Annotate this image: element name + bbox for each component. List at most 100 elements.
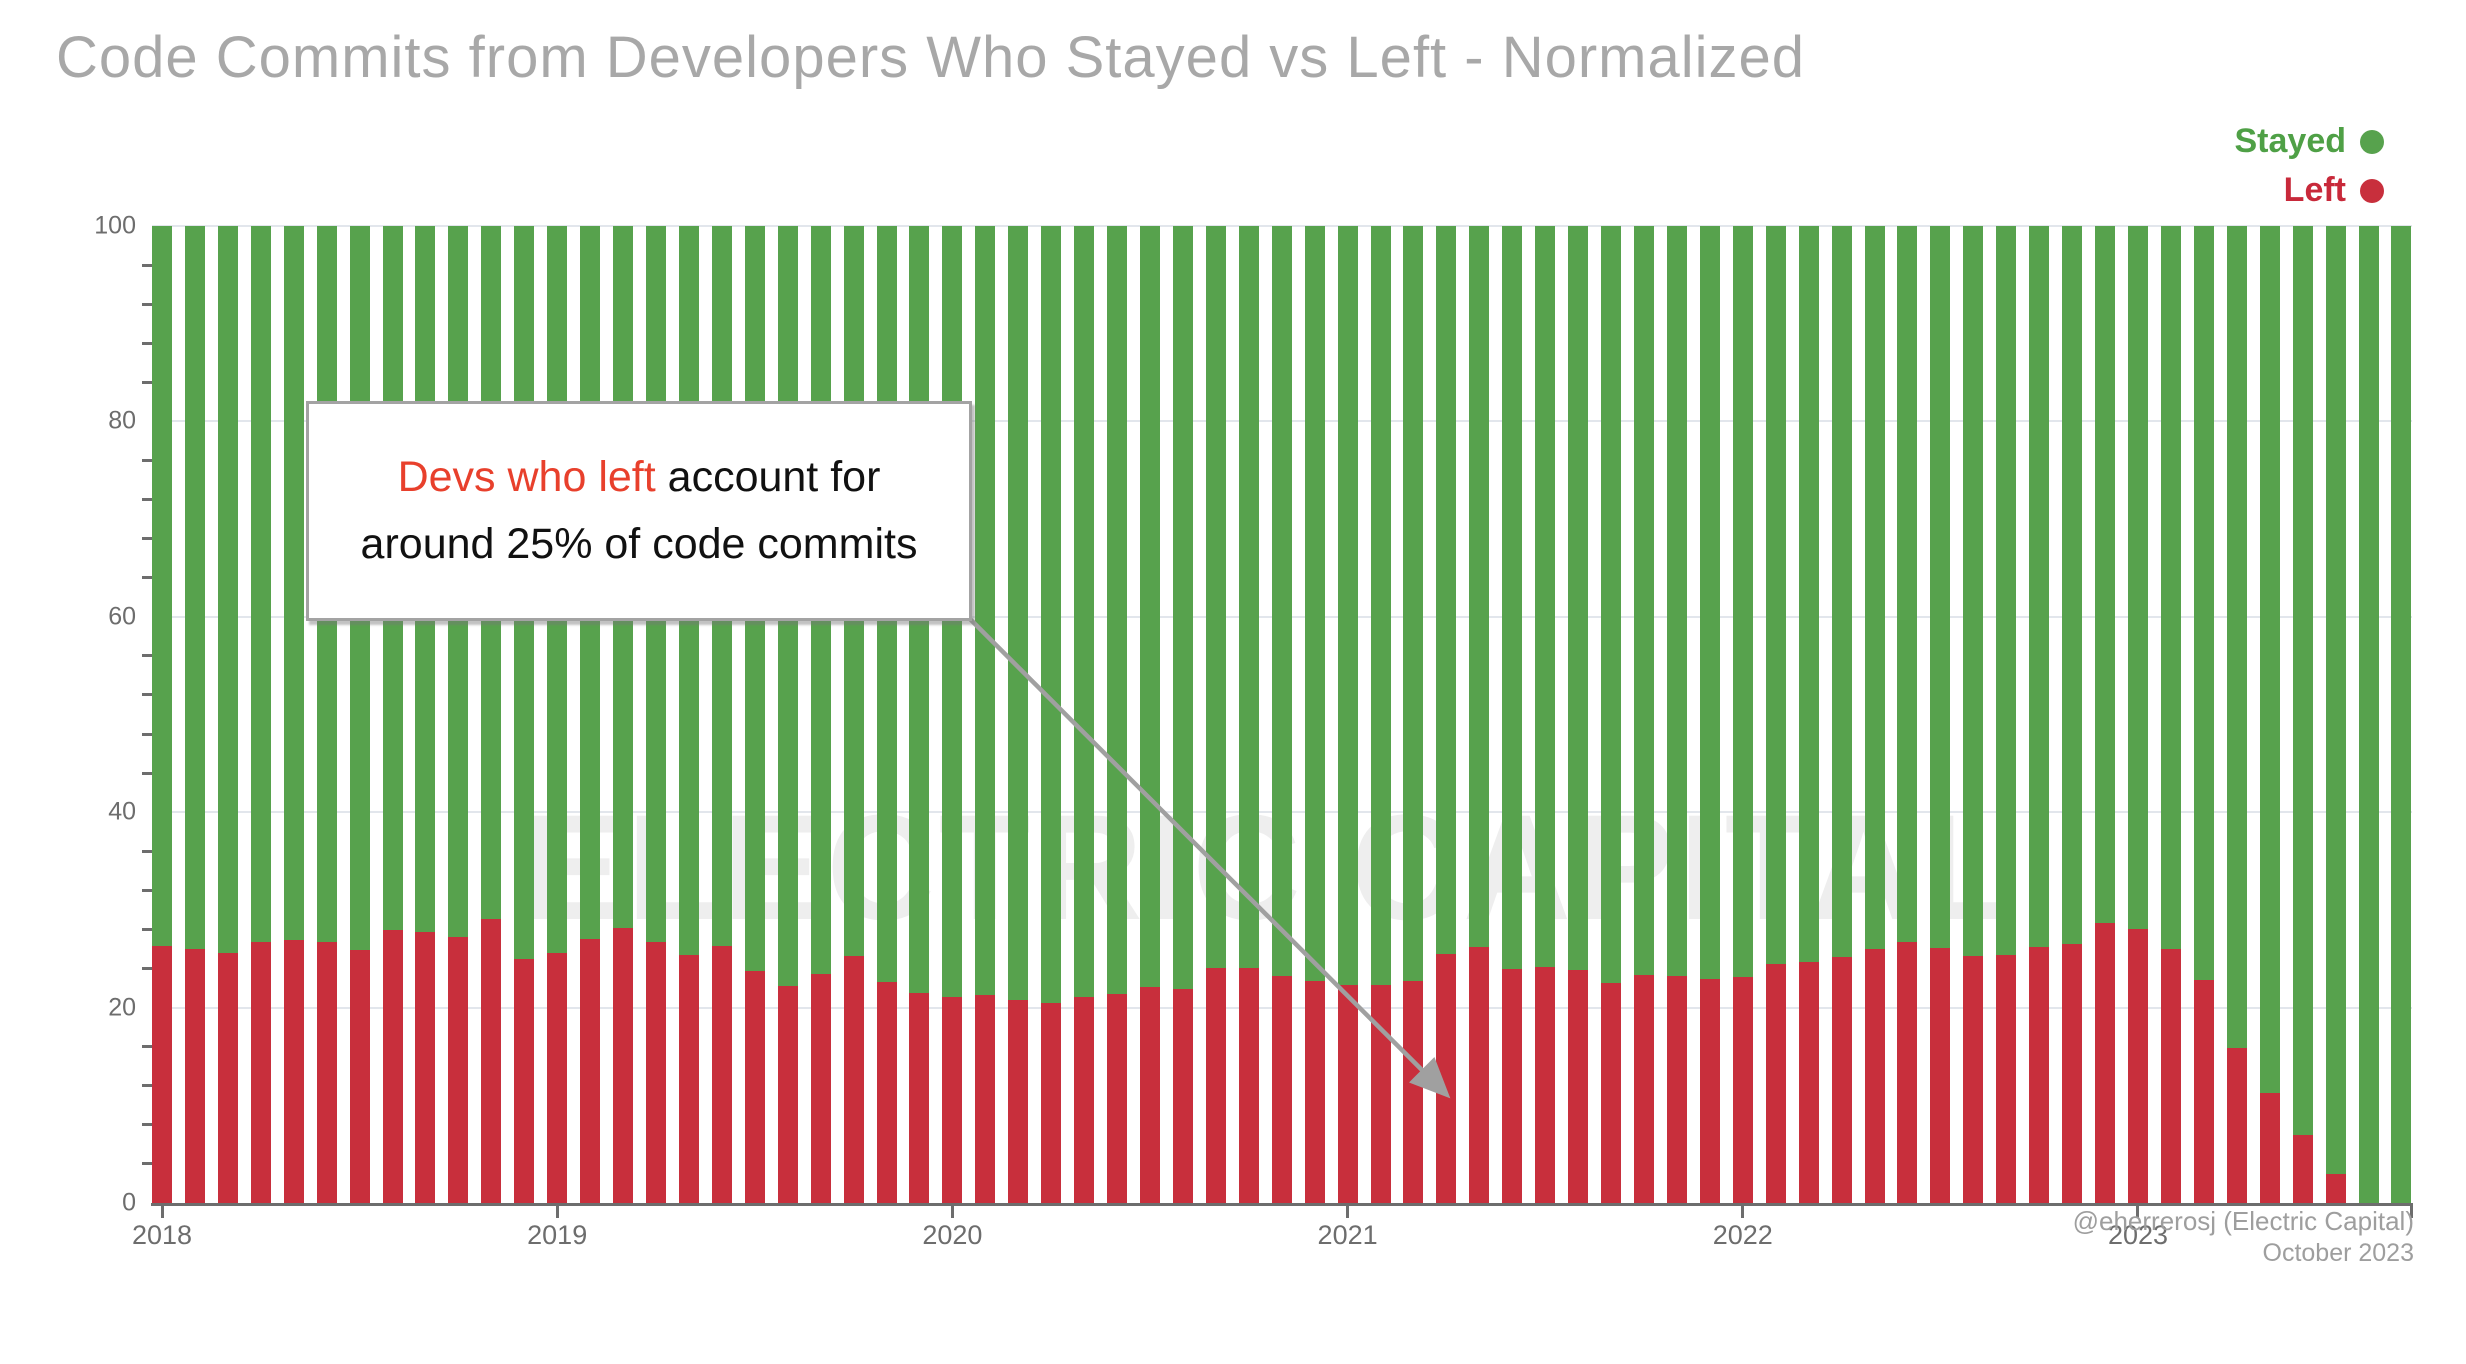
bar-segment-left [2292,1134,2313,1203]
bar-segment-left [1535,966,1556,1203]
bar-segment-stayed [2062,226,2083,945]
bar-segment-stayed [2391,226,2412,1203]
y-axis-minor-tick [142,1162,153,1166]
bar-segment-left [1601,983,1622,1203]
bar-segment-stayed [1205,226,1226,968]
stacked-bar-2019-07 [744,226,765,1203]
stacked-bar-2018-02 [184,226,205,1203]
bar-segment-left [2226,1047,2247,1203]
stacked-bar-2021-08 [1568,226,1589,1203]
bar-segment-stayed [2358,226,2379,1203]
bar-segment-left [1502,968,1523,1203]
stacked-bar-2018-01 [152,226,172,1203]
bar-segment-left [975,994,996,1203]
bar-segment-left [678,954,699,1203]
stacked-bar-2023-08 [2358,226,2379,1203]
bar-segment-left [1864,948,1885,1203]
footer: @eherrerosj (Electric Capital) October 2… [2073,1206,2414,1270]
y-axis-minor-tick [142,380,153,384]
bar-segment-left [942,996,963,1203]
x-axis-tick-label-2019: 2019 [527,1220,588,1250]
bar-segment-left [2193,980,2214,1203]
bar-segment-stayed [1568,226,1589,970]
stacked-bar-2018-10 [448,226,469,1203]
stacked-bar-2019-03 [613,226,634,1203]
stacked-bar-2021-09 [1601,226,1622,1203]
bar-segment-stayed [1271,226,1292,977]
stacked-bar-2022-09 [1996,226,2017,1203]
bar-segment-left [1337,985,1358,1203]
stacked-bar-2021-06 [1502,226,1523,1203]
bar-segment-left [2062,944,2083,1203]
stacked-bar-2018-06 [316,226,337,1203]
stacked-bar-2022-02 [1765,226,1786,1203]
stacked-bar-2020-01 [942,226,963,1203]
stacked-bar-2020-06 [1107,226,1128,1203]
stacked-bar-2019-10 [843,226,864,1203]
stacked-bar-2022-11 [2062,226,2083,1203]
bar-segment-left [2325,1173,2346,1203]
bar-segment-left [1304,981,1325,1203]
y-axis-minor-tick [142,263,153,267]
bar-segment-stayed [1172,226,1193,990]
y-axis-minor-tick [142,1123,153,1127]
stacked-bar-2018-12 [514,226,535,1203]
x-axis-tick-2023 [2136,1203,2140,1218]
bar-segment-left [1930,948,1951,1203]
bar-segment-left [613,928,634,1203]
bar-segment-left [1271,976,1292,1203]
bar-segment-left [1633,975,1654,1203]
bar-segment-left [744,971,765,1203]
stayed-dot-icon [2360,129,2384,154]
bar-segment-stayed [1831,226,1852,957]
bar-segment-stayed [1008,226,1029,1000]
x-axis-tick-2022 [1741,1203,1745,1218]
stacked-bar-2019-11 [876,226,897,1203]
stacked-bar-2018-07 [349,226,370,1203]
stacked-bar-2018-09 [415,226,436,1203]
y-axis-minor-tick [142,927,153,931]
x-axis-tick-label-2018: 2018 [131,1220,193,1250]
x-axis-tick-label-2023: 2023 [2107,1220,2169,1250]
bar-segment-left [349,949,370,1203]
bar-segment-left [1897,942,1918,1203]
bar-segment-stayed [2226,226,2247,1048]
stacked-bar-2023-01 [2127,226,2148,1203]
bar-segment-stayed [1601,226,1622,984]
bar-segment-stayed [1633,226,1654,976]
bar-segment-left [2259,1092,2280,1203]
bar-segment-stayed [1765,226,1786,964]
annotation-callout: Devs who left account for around 25% of … [306,401,972,621]
bar-segment-stayed [1996,226,2017,955]
stacked-bar-2022-12 [2095,226,2116,1203]
bar-segment-left [1568,969,1589,1203]
stacked-bar-2021-04 [1436,226,1457,1203]
stacked-bar-2019-09 [810,226,831,1203]
stacked-bar-2018-08 [382,226,403,1203]
bar-segment-left [909,992,930,1203]
stacked-bar-2022-06 [1897,226,1918,1203]
y-axis-minor-tick [142,1045,153,1049]
left-dot-icon [2360,178,2384,203]
bar-segment-stayed [1699,226,1720,980]
stacked-bar-2020-08 [1172,226,1193,1203]
stacked-bar-2022-04 [1831,226,1852,1203]
stacked-bar-2021-10 [1633,226,1654,1203]
y-axis-minor-tick [142,341,153,345]
bar-segment-left [217,952,238,1203]
stacked-bar-2018-11 [481,226,502,1203]
bar-segment-left [2160,948,2181,1203]
bar-segment-left [843,955,864,1203]
y-axis-tick-label-100: 100 [94,211,136,240]
bar-segment-left [1699,979,1720,1203]
legend-left-label: Left [2283,171,2346,209]
stacked-bar-2022-07 [1930,226,1951,1203]
bar-segment-left [1139,987,1160,1203]
stacked-bar-2018-03 [217,226,238,1203]
x-axis-end-tick [2410,1203,2413,1218]
y-axis-minor-tick [142,654,153,658]
bar-segment-stayed [2127,226,2148,930]
bar-segment-left [1666,976,1687,1203]
stacked-bar-2021-01 [1337,226,1358,1203]
bar-segment-stayed [2095,226,2116,923]
